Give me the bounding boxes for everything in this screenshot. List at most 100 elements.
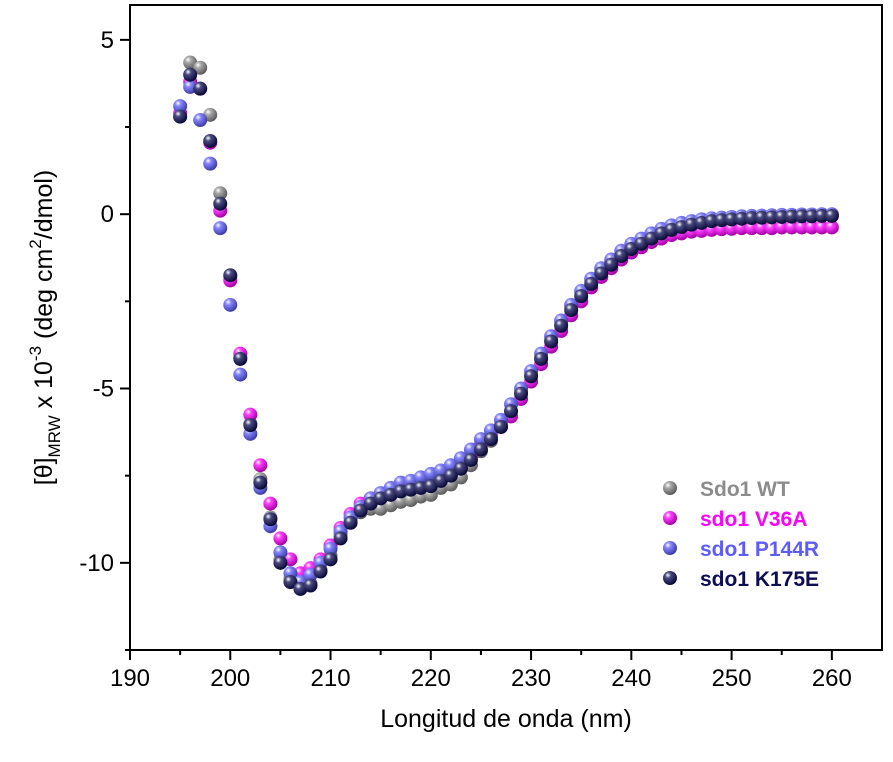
y-title-mid: x 10	[30, 361, 58, 415]
data-point	[233, 367, 248, 382]
data-point	[784, 220, 799, 235]
data-point	[514, 386, 529, 401]
plot-area-frame	[129, 4, 883, 651]
data-point	[273, 545, 288, 560]
legend: Sdo1 WT sdo1 V36A sdo1 P144R sdo1 K175E	[663, 478, 819, 591]
x-tick-label: 260	[812, 665, 852, 692]
data-point	[774, 209, 789, 224]
data-point	[303, 578, 318, 593]
y-title-superscript: -3	[26, 346, 45, 361]
legend-label: sdo1 V36A	[700, 508, 807, 531]
series-3	[173, 67, 839, 596]
legend-marker	[663, 511, 677, 525]
series-1	[173, 74, 839, 581]
data-point	[223, 297, 238, 312]
data-point	[173, 99, 188, 114]
data-point	[524, 369, 539, 384]
data-point	[774, 220, 789, 235]
data-point	[173, 109, 188, 124]
data-point	[564, 303, 579, 318]
data-points	[173, 55, 839, 596]
data-point	[764, 221, 779, 236]
axis-ticks: 190 200 210 220 230 240 250 260 5 0 -5 -10	[79, 27, 852, 692]
data-point	[734, 211, 749, 226]
legend-label: sdo1 K175E	[700, 568, 819, 591]
x-tick-label: 220	[411, 665, 451, 692]
data-point	[283, 575, 298, 590]
y-title-mid2: (deg cm	[30, 249, 58, 346]
x-tick-label: 210	[311, 665, 351, 692]
data-point	[443, 468, 458, 483]
data-point	[353, 503, 368, 518]
data-point	[794, 220, 809, 235]
data-point	[754, 221, 769, 236]
data-point	[724, 212, 739, 227]
data-point	[714, 213, 729, 228]
data-point	[754, 210, 769, 225]
y-tick-label: 5	[101, 27, 114, 54]
x-axis-title: Longitud de onda (nm)	[380, 705, 632, 733]
data-point	[263, 512, 278, 527]
data-point	[814, 220, 829, 235]
data-point	[273, 531, 288, 546]
data-point	[764, 210, 779, 225]
data-point	[804, 220, 819, 235]
data-point	[253, 458, 268, 473]
y-axis-title: [θ]MRW x 10-3 (deg cm2/dmol)	[26, 170, 64, 486]
data-point	[463, 442, 478, 457]
data-point	[193, 81, 208, 96]
legend-label: Sdo1 WT	[700, 478, 790, 501]
data-point	[323, 552, 338, 567]
data-point	[213, 196, 228, 211]
x-tick-label: 190	[110, 665, 150, 692]
legend-marker	[663, 541, 677, 555]
data-point	[614, 249, 629, 264]
data-point	[814, 208, 829, 223]
y-tick-label: -10	[79, 550, 114, 577]
y-tick-label: -5	[93, 376, 114, 403]
data-point	[193, 60, 208, 75]
data-point	[493, 419, 508, 434]
data-point	[263, 496, 278, 511]
data-point	[213, 186, 228, 201]
data-point	[604, 257, 619, 272]
data-point	[243, 407, 258, 422]
data-point	[273, 555, 288, 570]
data-point	[243, 418, 258, 433]
data-point	[584, 276, 599, 291]
data-point	[223, 268, 238, 283]
data-point	[213, 221, 228, 236]
data-point	[824, 220, 839, 235]
data-point	[253, 475, 268, 490]
data-point	[193, 113, 208, 128]
data-point	[594, 266, 609, 281]
data-point	[544, 334, 559, 349]
data-point	[554, 318, 569, 333]
legend-marker	[663, 571, 677, 585]
data-point	[313, 564, 328, 579]
legend-label: sdo1 P144R	[700, 538, 819, 561]
data-point	[203, 133, 218, 148]
data-point	[473, 432, 488, 447]
data-point	[453, 461, 468, 476]
data-point	[534, 351, 549, 366]
data-point	[483, 432, 498, 447]
y-title-superscript-2: 2	[26, 239, 45, 248]
data-point	[333, 531, 348, 546]
y-title-subscript: MRW	[45, 415, 64, 457]
data-point	[504, 404, 519, 419]
data-point	[183, 67, 198, 82]
data-point	[203, 156, 218, 171]
legend-marker	[663, 481, 677, 495]
data-point	[463, 452, 478, 467]
data-point	[784, 209, 799, 224]
data-point	[804, 209, 819, 224]
data-point	[574, 289, 589, 304]
x-tick-label: 240	[611, 665, 651, 692]
y-tick-label: 0	[101, 201, 114, 228]
y-title-prefix: [θ]	[30, 457, 58, 485]
data-point	[323, 541, 338, 556]
data-point	[794, 209, 809, 224]
